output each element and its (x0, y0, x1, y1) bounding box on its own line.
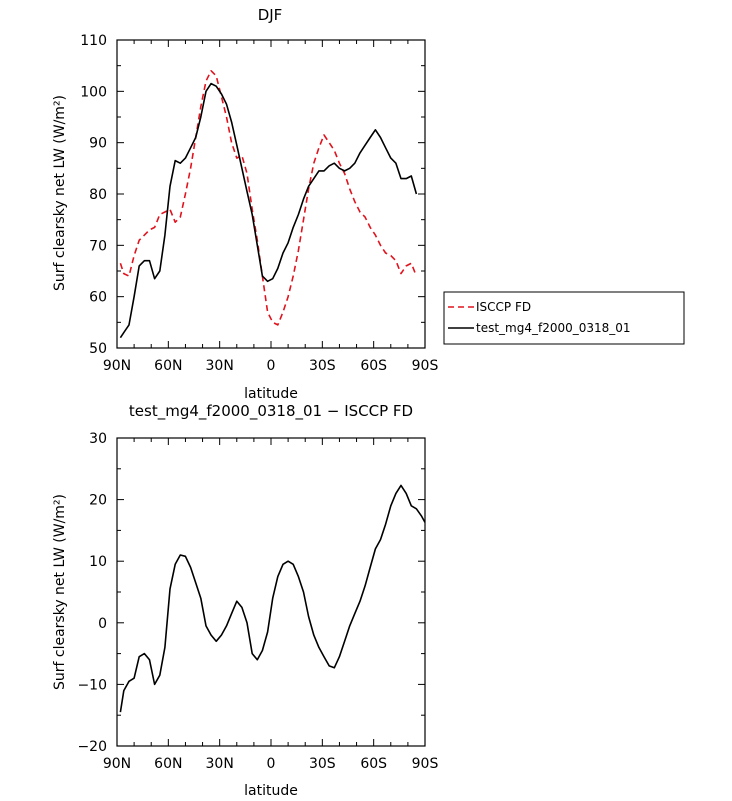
bottom-x-tick-label: 30S (309, 756, 336, 772)
bottom-y-tick-label: 0 (98, 616, 107, 632)
top-y-axis-label: Surf clearsky net LW (W/m²) (52, 95, 68, 291)
bottom-x-axis-label: latitude (244, 783, 298, 799)
bottom-axes: 90N 60N 30N 0 30S 60S 90S −20 −10 0 10 20 30 (77, 431, 438, 772)
top-plot-frame (116, 39, 426, 349)
top-panel: DJF 90N 60N 30N 0 30S 60S 90S5060708090100110 … (52, 6, 438, 402)
top-axes: 90N 60N 30N 0 30S 60S 90S 50 60 70 80 90 100 110 (80, 33, 438, 374)
top-x-tick-label: 60N (154, 358, 182, 374)
top-y-tick-label: 70 (89, 238, 107, 254)
bottom-series-line-0 (119, 484, 426, 713)
top-x-axis-label: latitude (244, 386, 298, 402)
bottom-y-axis-label: Surf clearsky net LW (W/m²) (52, 494, 68, 690)
top-x-tick-label: 60S (360, 358, 387, 374)
bottom-x-tick-label: 60S (360, 756, 387, 772)
top-series-lines (119, 70, 418, 339)
bottom-x-tick-label: 0 (267, 756, 276, 772)
bottom-y-tick-label: 20 (89, 493, 107, 509)
bottom-y-tick-label: 30 (89, 431, 107, 447)
top-y-tick-label: 90 (89, 136, 107, 152)
bottom-x-tick-label: 90S (412, 756, 439, 772)
top-y-tick-label: 60 (89, 290, 107, 306)
legend: ISCCP FD test_mg4_f2000_0318_01 (443, 291, 685, 345)
legend-label-model: test_mg4_f2000_0318_01 (476, 321, 631, 335)
top-series-line-1 (119, 82, 418, 339)
bottom-series-lines (119, 484, 426, 713)
bottom-plot-frame (116, 437, 426, 747)
bottom-x-tick-label: 30N (206, 756, 234, 772)
legend-box (443, 291, 685, 345)
bottom-x-tick-label: 90N (103, 756, 131, 772)
top-x-tick-label: 30S (309, 358, 336, 374)
top-x-tick-label: 90N (103, 358, 131, 374)
top-x-tick-label: 30N (206, 358, 234, 374)
bottom-y-tick-label: 10 (89, 554, 107, 570)
top-x-tick-label: 90S (412, 358, 439, 374)
bottom-y-tick-label: −10 (77, 677, 107, 693)
legend-label-isccp: ISCCP FD (476, 300, 531, 314)
top-y-tick-label: 100 (80, 84, 107, 100)
top-y-tick-label: 110 (80, 33, 107, 49)
bottom-panel: test_mg4_f2000_0318_01 − ISCCP FD 90N 60N… (52, 402, 438, 799)
top-x-tick-label: 0 (267, 358, 276, 374)
top-chart-title: DJF (258, 6, 283, 24)
top-y-tick-label: 50 (89, 341, 107, 357)
bottom-x-tick-label: 60N (154, 756, 182, 772)
bottom-y-tick-label: −20 (77, 739, 107, 755)
top-series-line-0 (119, 70, 418, 326)
bottom-chart-title: test_mg4_f2000_0318_01 − ISCCP FD (129, 402, 413, 421)
top-y-tick-label: 80 (89, 187, 107, 203)
